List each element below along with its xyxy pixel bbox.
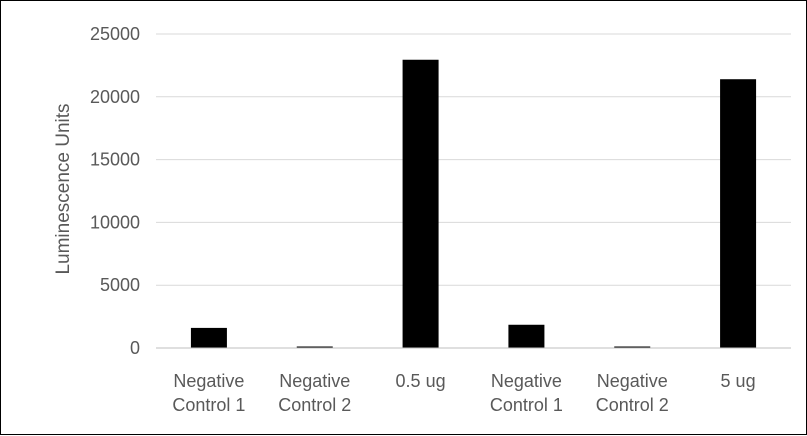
y-tick-label: 0: [130, 338, 140, 358]
x-tick-label-line: 0.5 ug: [396, 371, 446, 391]
bar: [402, 59, 439, 349]
bar: [190, 327, 227, 348]
x-tick-label-line: Negative: [173, 371, 244, 391]
y-tick-label: 25000: [90, 24, 140, 44]
x-tick-label-line: Control 2: [278, 395, 351, 415]
x-tick-label: Negative Control 1: [490, 371, 563, 415]
bar: [720, 79, 757, 348]
bar: [614, 346, 651, 348]
y-tick-label: 20000: [90, 87, 140, 107]
y-tick-labels: 0 5000 10000 15000 20000 25000: [90, 24, 140, 358]
y-tick-label: 10000: [90, 212, 140, 232]
y-tick-label: 5000: [100, 275, 140, 295]
x-tick-label-line: Control 2: [596, 395, 669, 415]
gridlines: [156, 33, 791, 286]
x-tick-label: 0.5 ug: [396, 371, 446, 391]
x-tick-label: Negative Control 2: [596, 371, 669, 415]
y-tick-label: 15000: [90, 150, 140, 170]
x-tick-labels: Negative Control 1 Negative Control 2 0.5 ug…: [172, 371, 755, 415]
bar: [508, 324, 545, 348]
x-tick-label-line: Negative: [279, 371, 350, 391]
x-tick-label: 5 ug: [721, 371, 756, 391]
bar: [296, 346, 333, 348]
x-tick-label-line: Control 1: [172, 395, 245, 415]
x-tick-label-line: Control 1: [490, 395, 563, 415]
x-tick-label: Negative Control 1: [172, 371, 245, 415]
x-tick-label-line: Negative: [597, 371, 668, 391]
x-tick-label-line: Negative: [491, 371, 562, 391]
bars: [190, 59, 757, 349]
x-tick-label: Negative Control 2: [278, 371, 351, 415]
y-axis-title: Luminescence Units: [53, 103, 74, 274]
x-tick-label-line: 5 ug: [721, 371, 756, 391]
